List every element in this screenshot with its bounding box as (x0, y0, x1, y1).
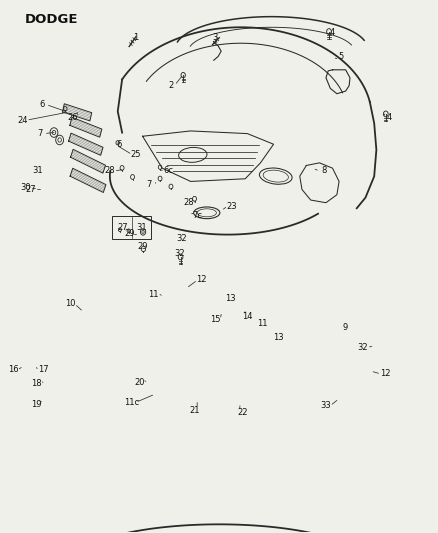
Text: 31: 31 (136, 223, 146, 232)
Text: 23: 23 (227, 202, 237, 211)
Text: 25: 25 (131, 150, 141, 159)
Text: 7: 7 (146, 180, 152, 189)
Text: 19: 19 (31, 400, 42, 409)
Text: 16: 16 (7, 365, 18, 374)
Text: 31: 31 (32, 166, 43, 175)
Text: 29: 29 (124, 229, 135, 238)
Text: 1: 1 (134, 34, 139, 43)
Text: 13: 13 (225, 294, 235, 303)
Text: 9: 9 (343, 323, 348, 332)
Text: 32: 32 (358, 343, 368, 352)
Text: 4: 4 (387, 113, 392, 122)
Text: 33: 33 (321, 401, 331, 410)
Text: 6: 6 (116, 140, 121, 149)
Text: 22: 22 (238, 408, 248, 417)
Text: 14: 14 (242, 312, 253, 321)
Text: 32: 32 (174, 249, 185, 259)
Text: 6: 6 (39, 100, 45, 109)
Text: 27: 27 (25, 185, 35, 194)
Text: 7: 7 (37, 129, 42, 138)
Text: 29: 29 (138, 242, 148, 251)
Text: 28: 28 (105, 166, 115, 175)
Text: 10: 10 (65, 299, 76, 308)
Text: 24: 24 (17, 116, 28, 125)
Text: 12: 12 (380, 369, 390, 378)
Text: 11: 11 (148, 289, 159, 298)
Text: 3: 3 (212, 34, 217, 43)
Text: 27: 27 (117, 223, 128, 232)
Text: 28: 28 (183, 198, 194, 207)
Text: 20: 20 (134, 378, 145, 387)
Text: 11c: 11c (124, 398, 139, 407)
Text: 4: 4 (330, 28, 335, 37)
Text: 12: 12 (196, 275, 207, 284)
Text: 5: 5 (339, 52, 344, 61)
Text: 11: 11 (258, 319, 268, 328)
Text: 7c: 7c (192, 212, 202, 221)
Text: 26: 26 (67, 113, 78, 122)
Text: 21: 21 (190, 406, 200, 415)
Text: 15: 15 (210, 315, 221, 324)
Text: 6c: 6c (164, 166, 174, 175)
Text: 13: 13 (272, 333, 283, 342)
Text: 17: 17 (38, 365, 49, 374)
Text: DODGE: DODGE (25, 13, 78, 26)
Text: 2: 2 (168, 81, 173, 90)
Text: 32: 32 (177, 234, 187, 243)
Text: 8: 8 (321, 166, 326, 175)
Text: 18: 18 (31, 379, 42, 388)
Text: 30: 30 (20, 183, 31, 192)
